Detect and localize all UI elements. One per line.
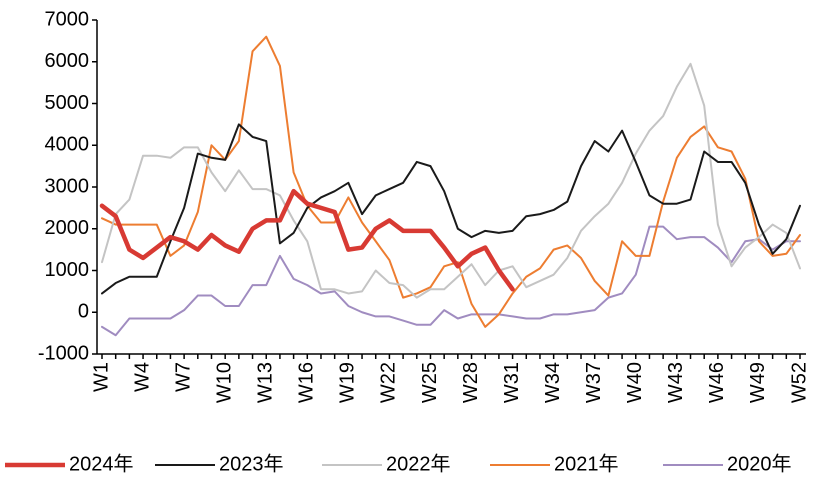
- legend-label: 2020年: [727, 452, 792, 475]
- legend-label: 2022年: [386, 452, 451, 475]
- x-tick-label: W16: [296, 362, 318, 403]
- x-tick-label: W28: [460, 362, 482, 403]
- x-tick-label: W37: [583, 362, 605, 403]
- x-tick-label: W43: [665, 362, 687, 403]
- legend-label: 2023年: [219, 452, 284, 475]
- x-tick-label: W10: [213, 362, 235, 403]
- x-tick-label: W1: [90, 362, 112, 392]
- x-tick-label: W49: [747, 362, 769, 403]
- y-tick-label: 3000: [45, 175, 90, 197]
- x-tick-label: W40: [624, 362, 646, 403]
- legend-label: 2021年: [554, 452, 619, 475]
- x-tick-label: W7: [172, 362, 194, 392]
- series-line: [101, 123, 801, 295]
- y-tick-label: 7000: [45, 8, 90, 30]
- y-tick-label: 1000: [45, 259, 90, 281]
- series-line: [101, 225, 801, 337]
- y-tick-label: -1000: [38, 342, 89, 364]
- series-line: [101, 62, 801, 299]
- legend-label: 2024年: [69, 452, 134, 475]
- x-tick-label: W13: [255, 362, 277, 403]
- series-line: [99, 188, 515, 292]
- y-tick-label: 0: [78, 301, 89, 323]
- x-tick-label: W34: [542, 362, 564, 403]
- x-tick-label: W31: [501, 362, 523, 403]
- x-tick-label: W25: [419, 362, 441, 403]
- y-tick-label: 5000: [45, 92, 90, 114]
- x-tick-label: W22: [378, 362, 400, 403]
- x-tick-label: W52: [788, 362, 810, 403]
- x-tick-label: W46: [706, 362, 728, 403]
- y-tick-label: 2000: [45, 217, 90, 239]
- x-tick-label: W4: [131, 362, 153, 392]
- series-line: [101, 35, 801, 328]
- y-tick-label: 6000: [45, 50, 90, 72]
- x-tick-label: W19: [337, 362, 359, 403]
- y-tick-label: 4000: [45, 134, 90, 156]
